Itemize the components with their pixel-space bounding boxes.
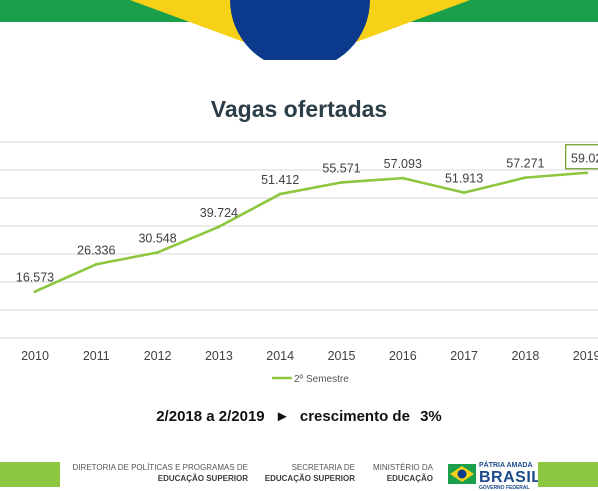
summary-period: 2/2018 a 2/2019 [156,408,265,425]
data-label: 51.913 [445,172,483,186]
footer: DIRETORIA DE POLÍTICAS E PROGRAMAS DE ED… [0,462,598,491]
data-labels: 16.573 26.336 30.548 39.724 51.412 55.571 57.0… [16,144,598,285]
x-tick-label: 2016 [389,349,417,363]
data-label: 55.571 [322,161,360,175]
brazil-flag-banner [0,0,598,60]
line-chart: 16.573 26.336 30.548 39.724 51.412 55.571 57.0… [0,141,598,385]
footer-green-bar-right [538,462,598,487]
data-label: 57.271 [506,157,544,171]
data-point [156,250,160,254]
chart-title: Vagas ofertadas [210,96,388,122]
data-point [585,171,589,175]
x-axis-tick-labels: 2010 2011 2012 2013 2014 2015 2016 2017 2018 2019 [21,349,598,363]
data-point [217,225,221,229]
data-label: 57.093 [384,157,422,171]
data-label: 16.573 [16,271,54,285]
growth-summary: 2/2018 a 2/2019 ► crescimento de 3% [0,408,598,425]
x-tick-label: 2011 [83,349,110,363]
data-label: 59.02 [571,152,598,166]
footer-secretariat: SECRETARIA DE EDUCAÇÃO SUPERIOR [258,462,355,484]
data-label: 26.336 [77,243,115,257]
data-point [94,262,98,266]
legend-label: 2º Semestre [294,374,349,385]
footer-ministry-line2: EDUCAÇÃO [386,474,433,483]
flag-blue-globe [230,0,370,60]
x-tick-label: 2018 [511,349,539,363]
x-tick-label: 2017 [450,349,478,363]
brand-line1: PÁTRIA AMADA [479,462,533,469]
x-tick-label: 2013 [205,349,233,363]
data-point [33,290,37,294]
footer-green-bar-left [0,462,60,487]
data-label-box [565,144,598,170]
data-point [523,176,527,180]
data-point [401,176,405,180]
summary-value: 3% [420,408,442,425]
chart-gridlines [0,141,598,339]
chart-series [33,171,589,294]
data-point [278,192,282,196]
data-point [462,191,466,195]
x-tick-label: 2010 [21,349,49,363]
footer-secretariat-line1: SECRETARIA DE [291,463,355,472]
footer-directorate-line1: DIRETORIA DE POLÍTICAS E PROGRAMAS DE [72,463,248,472]
summary-text: crescimento de [299,408,410,425]
footer-directorate-line2: EDUCAÇÃO SUPERIOR [157,474,248,483]
data-label: 51.412 [261,173,299,187]
x-tick-label: 2019 [573,349,598,363]
data-label: 39.724 [200,206,238,220]
footer-ministry-line1: MINISTÉRIO DA [372,463,433,472]
footer-secretariat-line2: EDUCAÇÃO SUPERIOR [264,474,355,483]
x-tick-label: 2015 [328,349,356,363]
series-line [34,171,587,293]
data-label: 30.548 [138,231,176,245]
summary-arrow-icon: ► [274,408,290,425]
footer-ministry: MINISTÉRIO DA EDUCAÇÃO [362,462,433,484]
brand-line2: BRASIL [479,469,542,486]
footer-directorate: DIRETORIA DE POLÍTICAS E PROGRAMAS DE ED… [62,462,248,484]
brasil-logo-icon [448,464,476,484]
chart-legend: 2º Semestre [272,374,349,385]
data-point [340,180,343,184]
x-tick-label: 2012 [144,349,172,363]
x-tick-label: 2014 [266,349,294,363]
